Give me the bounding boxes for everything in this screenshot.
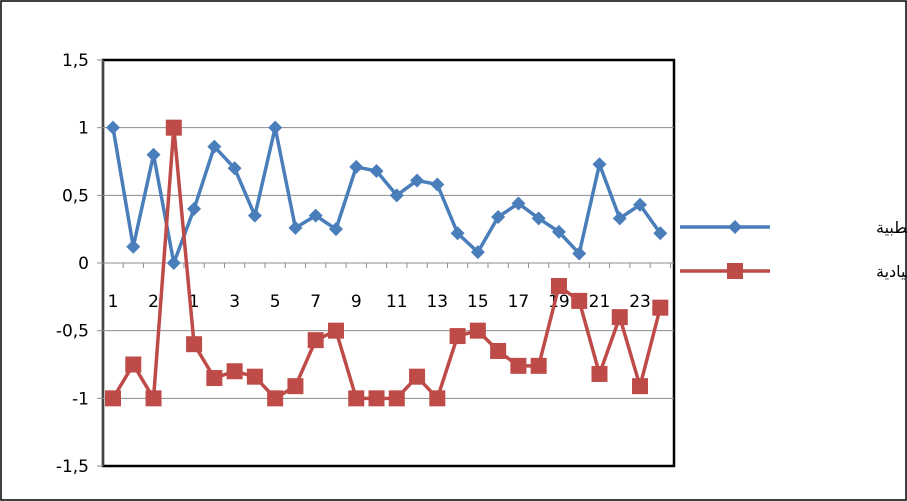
data-point <box>551 224 566 239</box>
x-tick-label: 7 <box>310 292 321 312</box>
data-point <box>450 226 465 241</box>
data-point <box>349 159 364 174</box>
data-point <box>268 120 283 135</box>
data-point <box>146 147 161 162</box>
data-point <box>511 196 526 211</box>
data-point <box>348 390 365 407</box>
data-point <box>287 378 304 395</box>
x-tick-label: 9 <box>351 292 362 312</box>
data-point <box>105 390 121 407</box>
data-point <box>652 299 669 316</box>
y-tick-label: -1,5 <box>56 457 89 477</box>
x-tick-label: 21 <box>589 292 611 312</box>
y-tick-label: 0 <box>78 254 89 274</box>
data-point <box>469 322 486 339</box>
data-point <box>591 365 608 382</box>
data-point <box>246 368 263 385</box>
x-tick-label: 1 <box>189 292 200 312</box>
x-tick-label: 23 <box>629 292 651 312</box>
data-point <box>328 222 343 237</box>
data-point <box>491 209 506 224</box>
data-point <box>470 245 485 260</box>
legend-marker <box>727 263 743 279</box>
legend-label: مؤشر القطبية <box>876 218 907 238</box>
data-point <box>388 390 405 407</box>
legend-entry: مؤشر القطبية <box>680 218 907 238</box>
y-axis-ticks: 1,5 1 0,5 0 -0,5 -1 -1,5 <box>56 51 103 477</box>
data-point <box>430 177 445 192</box>
data-point <box>449 328 466 345</box>
data-point <box>368 390 385 407</box>
x-tick-label: 15 <box>467 292 489 312</box>
data-point <box>207 139 222 154</box>
series-layer <box>105 119 669 407</box>
data-point <box>125 356 142 373</box>
data-point <box>226 363 243 380</box>
data-point <box>653 226 668 241</box>
x-tick-label: 2 <box>148 292 159 312</box>
x-tick-label: 5 <box>270 292 281 312</box>
y-tick-label: 1 <box>78 119 89 139</box>
data-point <box>530 357 547 374</box>
data-point <box>410 173 425 188</box>
data-point <box>572 246 587 261</box>
data-point <box>592 157 607 172</box>
x-tick-label: 1 <box>108 292 119 312</box>
y-tick-label: -1 <box>72 389 89 409</box>
data-point <box>267 390 284 407</box>
x-tick-label: 17 <box>508 292 530 312</box>
data-point <box>571 292 588 309</box>
data-point <box>632 378 649 395</box>
x-tick-label: 13 <box>426 292 448 312</box>
legend-marker <box>728 220 742 234</box>
x-axis-ticks: 1 2 1 3 5 7 9 11 13 15 17 19 21 23 <box>102 263 671 312</box>
data-point <box>307 332 324 349</box>
series-2 <box>105 119 669 407</box>
data-point <box>531 211 546 226</box>
data-point <box>227 161 242 176</box>
data-point <box>429 390 446 407</box>
y-tick-label: 0,5 <box>62 186 89 206</box>
series-1 <box>106 120 668 270</box>
data-point <box>611 309 628 326</box>
y-tick-label: 1,5 <box>62 51 89 71</box>
data-point <box>409 368 426 385</box>
data-point <box>369 163 384 178</box>
y-tick-label: -0,5 <box>56 322 89 342</box>
data-point <box>510 357 527 374</box>
data-point <box>550 278 567 295</box>
legend-entry: مؤشر الحيادية <box>680 262 907 282</box>
data-point <box>308 208 323 223</box>
data-point <box>165 119 182 136</box>
data-point <box>106 120 120 135</box>
series-line <box>111 125 662 265</box>
data-point <box>247 208 262 223</box>
legend: مؤشر القطبية مؤشر الحيادية <box>680 218 907 282</box>
x-tick-label: 3 <box>229 292 240 312</box>
series-line <box>111 125 662 401</box>
data-point <box>327 322 344 339</box>
data-point <box>186 336 203 353</box>
data-point <box>187 201 202 216</box>
data-point <box>288 220 303 235</box>
x-tick-label: 11 <box>386 292 408 312</box>
data-point <box>166 256 181 270</box>
data-point <box>206 370 223 387</box>
legend-label: مؤشر الحيادية <box>876 262 907 282</box>
data-point <box>612 211 627 226</box>
data-point <box>389 188 404 203</box>
data-point <box>633 197 648 212</box>
data-point <box>490 342 507 359</box>
data-point <box>126 239 141 254</box>
data-point <box>145 390 162 407</box>
